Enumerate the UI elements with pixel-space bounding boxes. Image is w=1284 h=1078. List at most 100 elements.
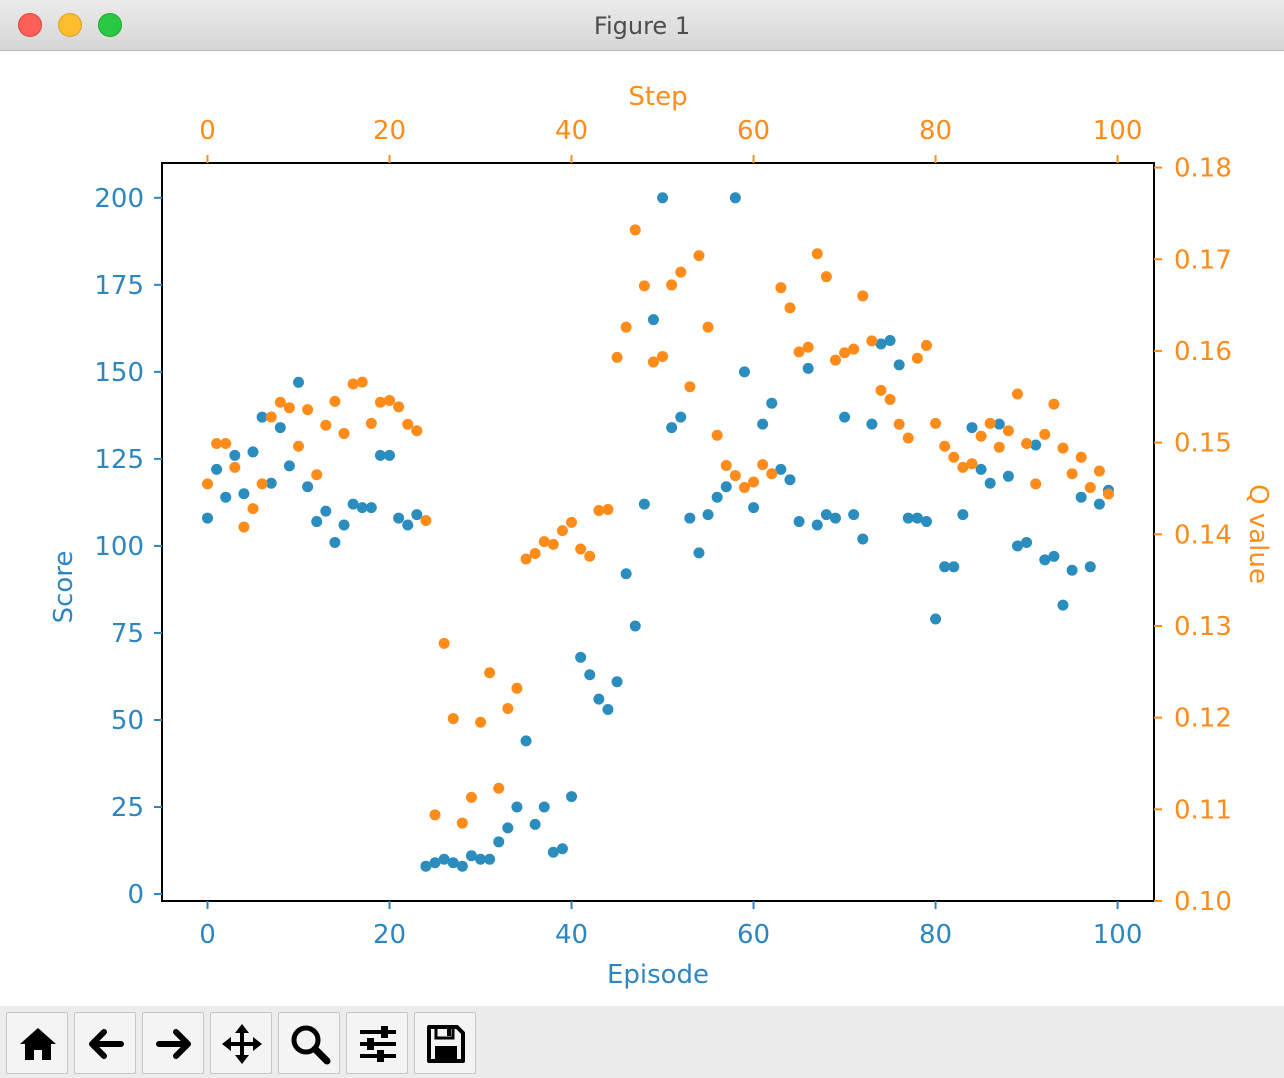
- q-value-point: [702, 321, 714, 333]
- score-point: [957, 509, 969, 521]
- q-value-point: [793, 346, 805, 358]
- score-point: [447, 857, 459, 869]
- score-point: [1030, 439, 1042, 451]
- back-button[interactable]: [74, 1012, 136, 1074]
- x-tick-label: 20: [373, 920, 406, 950]
- score-point: [902, 512, 914, 524]
- score-point: [875, 338, 887, 350]
- q-value-point: [520, 553, 532, 565]
- score-point: [283, 460, 295, 472]
- x-tick-label: 0: [199, 920, 216, 950]
- score-point: [748, 502, 760, 514]
- score-point: [374, 449, 386, 461]
- score-point: [939, 561, 951, 573]
- q-value-point: [902, 432, 914, 444]
- q-value-point: [829, 354, 841, 366]
- q-value-point: [1066, 468, 1078, 480]
- q-value-point: [593, 504, 605, 516]
- x-tick-label: 40: [555, 920, 588, 950]
- score-point: [520, 735, 532, 747]
- zoom-button[interactable]: [278, 1012, 340, 1074]
- score-point: [465, 850, 477, 862]
- score-point: [311, 516, 323, 528]
- right-y-tick-label: 0.13: [1174, 612, 1232, 642]
- y-tick-label: 100: [94, 532, 144, 562]
- title-bar[interactable]: Figure 1: [0, 0, 1284, 51]
- score-point: [611, 676, 623, 688]
- q-value-point: [911, 352, 923, 364]
- q-value-point: [1075, 451, 1087, 463]
- maximize-window-button[interactable]: [98, 13, 122, 37]
- q-value-point: [365, 417, 377, 429]
- score-point: [584, 669, 596, 681]
- score-point: [384, 449, 396, 461]
- forward-button[interactable]: [142, 1012, 204, 1074]
- score-point: [429, 857, 441, 869]
- q-value-point: [347, 378, 359, 390]
- q-value-point: [456, 817, 468, 829]
- score-point: [829, 512, 841, 524]
- close-window-button[interactable]: [18, 13, 42, 37]
- navigation-toolbar: [0, 1006, 1284, 1078]
- figure-canvas[interactable]: 0 20 40 60 80 100 0 20 40 60 80 100 0 25 50 75 100 125 150…: [0, 51, 1284, 1006]
- right-y-tick-label: 0.12: [1174, 704, 1232, 734]
- score-point: [629, 620, 641, 632]
- score-point: [866, 418, 878, 430]
- score-point: [848, 509, 860, 521]
- minimize-window-button[interactable]: [58, 13, 82, 37]
- q-value-point: [693, 250, 705, 262]
- q-value-point: [538, 536, 550, 548]
- top-x-tick-label: 20: [373, 116, 406, 146]
- score-point: [684, 512, 696, 524]
- score-point: [566, 791, 578, 803]
- q-value-point: [629, 224, 641, 236]
- save-button[interactable]: [414, 1012, 476, 1074]
- q-value-point: [293, 440, 305, 452]
- y-axis-label: Score: [49, 551, 79, 624]
- q-value-point: [411, 425, 423, 437]
- q-value-point: [748, 476, 760, 488]
- y-tick-label: 75: [111, 619, 144, 649]
- score-point: [1048, 550, 1060, 562]
- home-button[interactable]: [6, 1012, 68, 1074]
- right-y-tick-label: 0.14: [1174, 520, 1232, 550]
- arrow-left-icon: [89, 1029, 124, 1059]
- q-value-point: [1002, 425, 1014, 437]
- score-point: [329, 536, 341, 548]
- right-y-tick-label: 0.16: [1174, 337, 1232, 367]
- q-value-point: [647, 356, 659, 368]
- score-point: [302, 481, 314, 493]
- q-value-point: [684, 381, 696, 393]
- y-tick-label: 25: [111, 793, 144, 823]
- score-point: [620, 568, 632, 580]
- q-value-point: [984, 417, 996, 429]
- right-y-axis-label: Q value: [1243, 484, 1273, 584]
- q-value-point: [575, 543, 587, 555]
- q-value-point: [857, 290, 869, 302]
- score-point: [657, 192, 669, 204]
- q-value-point: [547, 538, 559, 550]
- score-point: [438, 853, 450, 865]
- pan-button[interactable]: [210, 1012, 272, 1074]
- score-point: [930, 613, 942, 625]
- marks-layer: [202, 192, 1114, 872]
- q-value-point: [229, 461, 241, 473]
- score-point: [720, 481, 732, 493]
- q-value-point: [820, 271, 832, 283]
- q-value-point: [611, 351, 623, 363]
- scatter-chart[interactable]: 0 20 40 60 80 100 0 20 40 60 80 100 0 25 50 75 100 125 150…: [0, 51, 1284, 1006]
- q-value-point: [584, 550, 596, 562]
- q-value-point: [502, 702, 514, 714]
- configure-subplots-button[interactable]: [346, 1012, 408, 1074]
- q-value-point: [1048, 398, 1060, 410]
- top-x-tick-label: 60: [737, 116, 770, 146]
- floppy-disk-icon: [427, 1025, 465, 1063]
- score-point: [647, 314, 659, 326]
- score-point: [274, 422, 286, 434]
- score-point: [1011, 540, 1023, 552]
- y-tick-label: 175: [94, 271, 144, 301]
- y-tick-label: 50: [111, 706, 144, 736]
- q-value-point: [720, 460, 732, 472]
- score-point: [420, 860, 432, 872]
